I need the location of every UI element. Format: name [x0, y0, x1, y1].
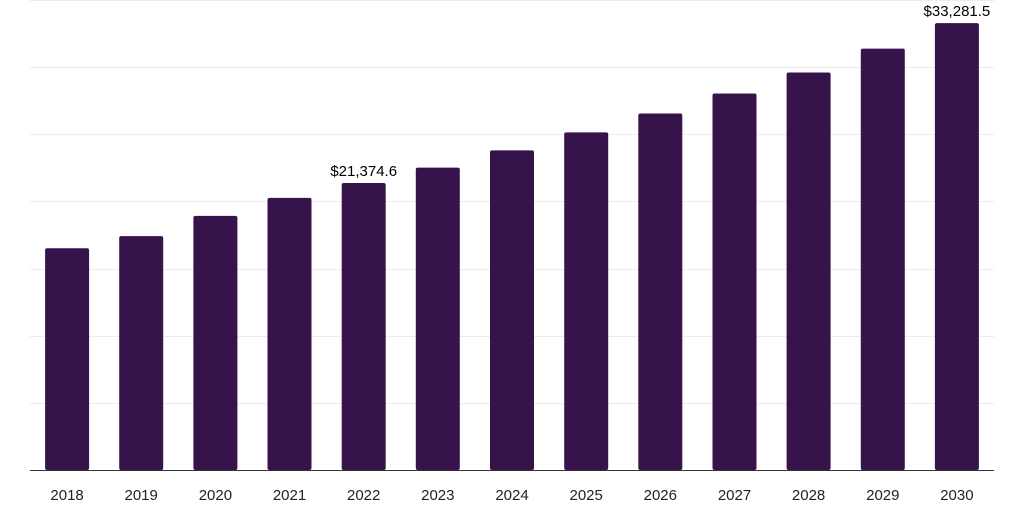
x-tick-label-2023: 2023: [421, 487, 454, 504]
x-tick-label-2022: 2022: [347, 487, 380, 504]
x-tick-label-2024: 2024: [495, 487, 528, 504]
bar-2020[interactable]: [193, 215, 238, 470]
x-axis: 2018 2019 2020 2021 2022 2023 2024 2025 2026 2027…: [30, 470, 994, 504]
bar-2021[interactable]: [267, 197, 312, 470]
bar-2030[interactable]: [934, 23, 979, 470]
x-tick-label-2020: 2020: [199, 487, 232, 504]
x-tick-label-2021: 2021: [273, 487, 306, 504]
bar-2018[interactable]: [45, 248, 90, 470]
x-tick-label-2025: 2025: [570, 487, 603, 504]
value-labels: $21,374.6 $33,281.5: [330, 3, 990, 180]
x-tick-label-2019: 2019: [125, 487, 158, 504]
value-label-2022: $21,374.6: [330, 163, 397, 180]
bar-2025[interactable]: [564, 132, 609, 470]
bar-2027[interactable]: [712, 93, 757, 471]
bar-2026[interactable]: [638, 113, 683, 471]
bar-2024[interactable]: [490, 150, 534, 470]
bar-2023[interactable]: [415, 167, 460, 470]
x-tick-label-2027: 2027: [718, 487, 751, 504]
bar-2029[interactable]: [860, 48, 905, 470]
x-tick-label-2029: 2029: [866, 487, 899, 504]
bar-2022[interactable]: [341, 183, 386, 470]
x-tick-label-2028: 2028: [792, 487, 825, 504]
x-tick-label-2026: 2026: [644, 487, 677, 504]
x-tick-label-2030: 2030: [940, 487, 973, 504]
bar-2028[interactable]: [786, 72, 831, 471]
value-label-2030: $33,281.5: [924, 3, 991, 20]
bar-2019[interactable]: [119, 236, 164, 470]
bars: [45, 23, 979, 470]
x-tick-label-2018: 2018: [50, 487, 83, 504]
